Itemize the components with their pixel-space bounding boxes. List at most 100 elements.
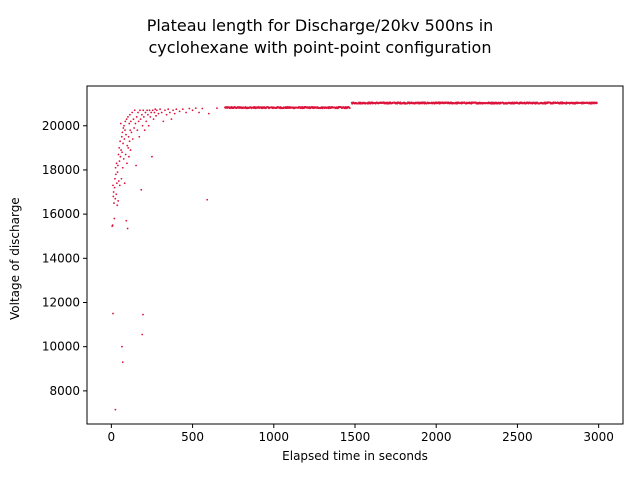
data-point <box>114 408 117 411</box>
data-point <box>120 135 123 138</box>
y-axis-ticks: 8000 10000 12000 14000 16000 18000 20000 <box>42 119 87 398</box>
data-point <box>126 144 129 147</box>
y-tick-label: 18000 <box>42 163 80 177</box>
y-tick-label: 14000 <box>42 251 80 265</box>
data-points <box>111 101 598 411</box>
data-point <box>164 109 166 112</box>
data-point <box>125 118 128 121</box>
data-point <box>122 127 125 129</box>
data-point <box>124 120 127 123</box>
x-tick-label: 3000 <box>583 430 614 444</box>
data-point <box>134 122 137 125</box>
data-point <box>155 114 157 117</box>
data-point <box>131 138 134 140</box>
data-point <box>112 191 115 193</box>
x-tick-label: 2000 <box>421 430 452 444</box>
data-point <box>121 151 123 154</box>
data-point <box>123 124 125 127</box>
data-point <box>149 116 152 118</box>
data-point <box>115 193 118 196</box>
data-point <box>153 111 156 114</box>
data-point <box>126 227 129 230</box>
data-point <box>148 109 151 112</box>
data-point <box>141 124 144 127</box>
data-point <box>131 111 134 114</box>
y-axis-label: Voltage of discharge <box>8 197 22 320</box>
data-point <box>123 182 126 185</box>
data-point <box>129 129 132 132</box>
data-point <box>142 109 145 112</box>
data-point <box>115 162 118 165</box>
data-point <box>119 155 122 158</box>
data-point <box>118 160 121 163</box>
y-tick-label: 8000 <box>49 384 80 398</box>
chart-title-line-2: cyclohexane with point-point configurati… <box>148 38 492 57</box>
data-point <box>216 107 218 109</box>
data-point <box>114 197 117 200</box>
data-point <box>117 153 120 156</box>
data-point <box>121 345 123 348</box>
data-point <box>147 113 149 116</box>
data-point <box>115 173 117 176</box>
data-point <box>595 102 598 104</box>
data-point <box>170 118 173 121</box>
data-point <box>146 109 149 112</box>
data-point <box>123 138 126 140</box>
data-point <box>150 111 153 114</box>
data-point <box>125 219 128 222</box>
y-tick-label: 12000 <box>42 295 80 309</box>
data-point <box>114 166 117 169</box>
data-point <box>113 186 116 189</box>
data-point <box>140 188 143 191</box>
data-point <box>348 107 351 109</box>
data-point <box>142 313 144 316</box>
data-point <box>175 108 178 111</box>
data-point <box>198 111 200 114</box>
chart-title-line-1: Plateau length for Discharge/20kv 500ns … <box>146 16 494 35</box>
data-point <box>127 135 130 138</box>
data-point <box>141 333 144 336</box>
data-point <box>133 127 136 129</box>
data-point <box>172 109 174 112</box>
data-point <box>124 153 127 156</box>
data-point <box>112 312 114 315</box>
data-point <box>143 129 146 132</box>
data-point <box>117 180 120 182</box>
data-point <box>127 146 130 149</box>
y-tick-label: 20000 <box>42 119 80 133</box>
data-point <box>120 149 123 151</box>
data-point <box>151 109 154 112</box>
data-point <box>133 109 136 112</box>
data-point <box>128 113 131 116</box>
data-point <box>188 107 191 110</box>
data-point <box>160 111 163 114</box>
data-point <box>137 111 139 114</box>
data-point <box>111 224 114 227</box>
x-tick-label: 0 <box>108 430 116 444</box>
data-point <box>132 118 135 121</box>
data-point <box>128 122 131 125</box>
data-point <box>119 140 122 143</box>
x-tick-label: 1000 <box>259 430 290 444</box>
data-point <box>116 171 119 174</box>
data-point <box>142 116 145 118</box>
data-point <box>129 149 132 151</box>
data-point <box>116 204 119 207</box>
data-point <box>116 164 119 167</box>
data-point <box>121 131 124 134</box>
data-point <box>167 108 170 111</box>
data-point <box>136 129 139 132</box>
data-point <box>120 177 123 180</box>
data-point <box>155 109 158 112</box>
data-point <box>181 108 184 111</box>
data-point <box>112 195 115 198</box>
x-axis-ticks: 0 500 1000 1500 2000 2500 3000 <box>108 424 614 444</box>
data-point <box>112 184 114 187</box>
data-point <box>118 184 121 187</box>
data-point <box>118 146 121 149</box>
data-point <box>117 199 120 202</box>
data-point <box>130 131 133 134</box>
data-point <box>126 162 128 165</box>
data-point <box>151 155 153 158</box>
